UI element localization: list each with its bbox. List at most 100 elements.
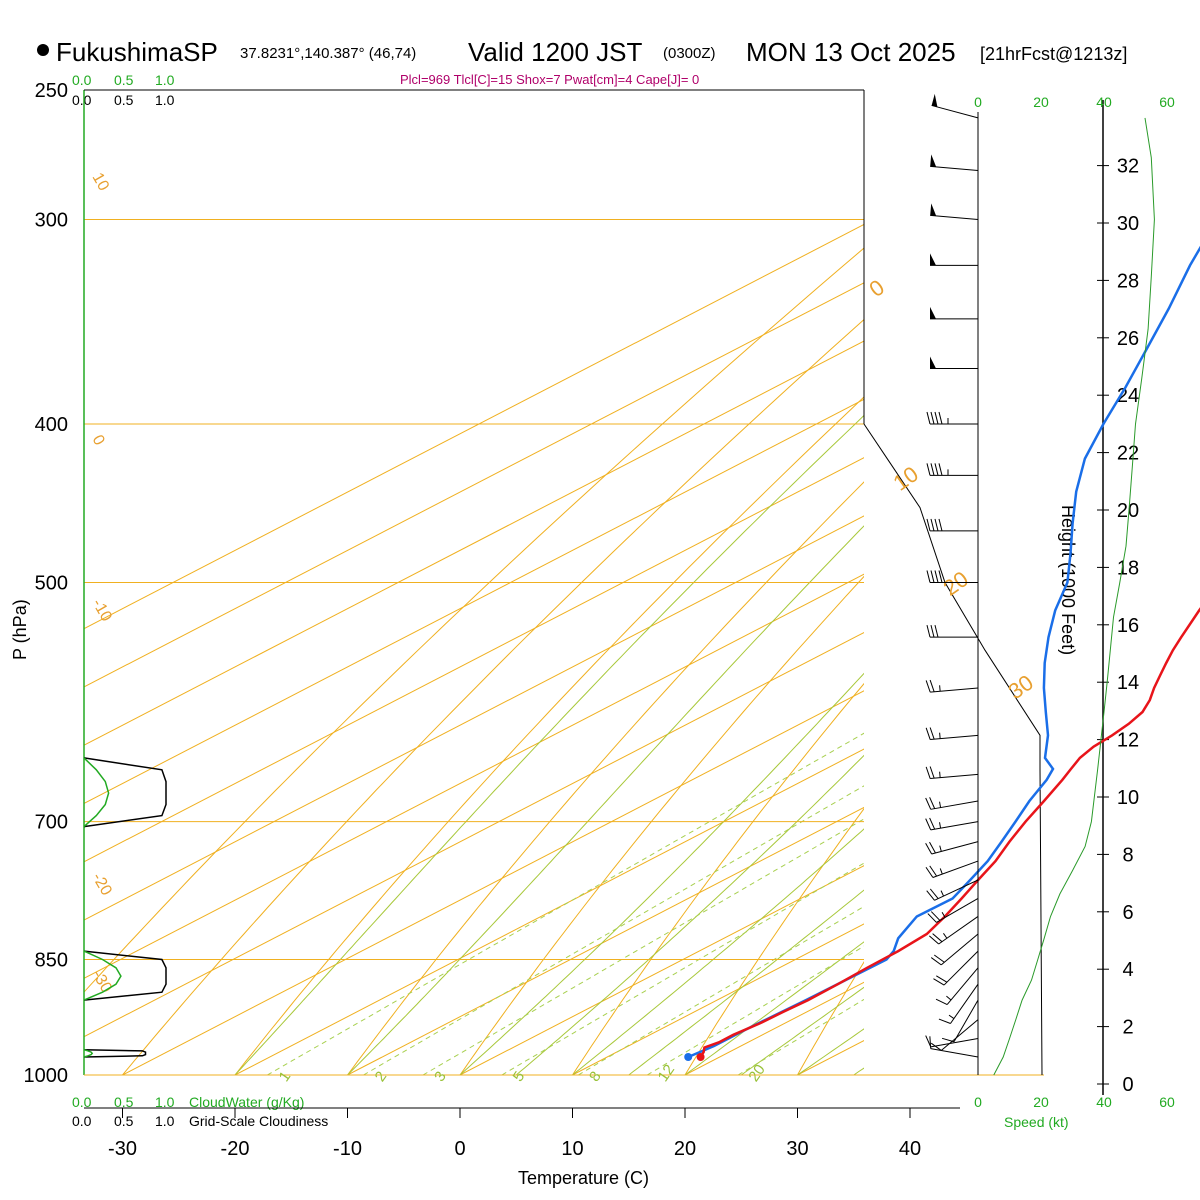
- wind-barb-feather: [929, 797, 936, 809]
- moist-adiabat-line: [572, 828, 864, 1075]
- station-name: FukushimaSP: [56, 37, 218, 67]
- speed-tick-label-bottom: 40: [1096, 1094, 1112, 1110]
- wind-barb-feather: [929, 679, 935, 692]
- wind-barb-feather: [929, 865, 938, 877]
- height-tick-label: 22: [1117, 443, 1139, 465]
- wind-barb-feather: [934, 625, 939, 638]
- x-axis-title: Temperature (C): [518, 1168, 649, 1188]
- cloudiness-tick-top: 0.0: [72, 92, 92, 108]
- mixing-ratio-line: [578, 905, 864, 1075]
- wind-barb-pennant: [930, 203, 937, 216]
- cloud-water-profile-line: [83, 757, 110, 828]
- height-tick-label: 0: [1122, 1074, 1133, 1096]
- wind-barb-pennant: [930, 306, 936, 319]
- wind-barb-half-feather: [943, 933, 948, 939]
- cloudiness-tick-bottom: 0.0: [72, 1113, 92, 1129]
- wind-barb: [926, 879, 979, 901]
- wind-barb-feather: [925, 866, 934, 878]
- valid-time: Valid 1200 JST: [468, 37, 643, 67]
- dry-adiabat-label: 20: [939, 566, 973, 601]
- wind-barb-shaft: [930, 214, 979, 221]
- height-tick-label: 26: [1117, 328, 1139, 350]
- wind-barb-half-feather: [946, 995, 952, 1001]
- speed-tick-label-top: 0: [974, 94, 982, 110]
- wind-barb-feather: [938, 463, 943, 476]
- wind-barb: [925, 1035, 979, 1048]
- cloud-panel: [83, 757, 167, 1058]
- wind-speed-profile-line: [993, 117, 1155, 1076]
- cloud-water-tick-bottom: 1.0: [155, 1094, 175, 1110]
- wind-barb: [930, 306, 978, 320]
- height-tick-label: 32: [1117, 156, 1139, 178]
- wind-barb-shaft: [930, 821, 979, 831]
- wind-barb-shaft: [938, 916, 979, 945]
- wind-barb: [925, 727, 979, 741]
- wind-barb-feather: [930, 411, 935, 425]
- wind-barb-shaft: [940, 1019, 979, 1051]
- stability-indices: Plcl=969 Tlcl[C]=15 Shox=7 Pwat[cm]=4 Ca…: [400, 72, 699, 87]
- wind-barb-shaft: [930, 773, 979, 780]
- cloudiness-tick-top: 1.0: [155, 92, 175, 108]
- cloud-water-tick-bottom: 0.5: [114, 1094, 134, 1110]
- cloudiness-profile-line: [83, 757, 167, 828]
- moist-adiabat-line: [628, 889, 864, 1075]
- isotherm-line: [122, 690, 864, 1075]
- wind-barb-feather: [930, 570, 935, 583]
- isotherm-label: -20: [89, 870, 115, 899]
- surface-dewpoint-marker: [684, 1053, 693, 1062]
- wind-barb: [929, 1036, 979, 1058]
- height-tick-label: 2: [1122, 1017, 1133, 1039]
- wind-barb-shaft: [943, 950, 979, 986]
- speed-tick-label-bottom: 20: [1033, 1094, 1049, 1110]
- dry-adiabat-line: [684, 807, 864, 1075]
- wind-barb: [925, 841, 979, 855]
- wind-barb-feather: [930, 518, 935, 532]
- cloud-scale-bottom: 0.0 0.5 1.0 CloudWater (g/Kg) 0.0 0.5 1.…: [72, 1094, 328, 1129]
- isotherm-label: 0: [89, 432, 108, 448]
- cloudiness-profile-line: [83, 1048, 147, 1058]
- mixing-ratio-label: 12: [655, 1061, 678, 1084]
- wind-barb: [926, 463, 978, 476]
- wind-barb-shaft: [930, 1038, 979, 1048]
- wind-barb: [927, 898, 979, 923]
- wind-barb-feather: [929, 727, 935, 740]
- cloudiness-tick-bottom: 1.0: [155, 1113, 175, 1129]
- wind-barb-feather: [926, 625, 931, 638]
- dry-adiabat-line: [797, 961, 864, 1075]
- wind-barb-shaft: [953, 999, 979, 1042]
- wind-barb-feather: [925, 766, 931, 779]
- isotherm-label: -10: [89, 596, 115, 625]
- wind-barb-feather: [938, 411, 943, 425]
- wind-barb-feather: [930, 625, 935, 638]
- dry-adiabat-label: 0: [865, 275, 889, 303]
- speed-tick-label-top: 60: [1159, 94, 1175, 110]
- valid-zulu: (0300Z): [663, 45, 716, 62]
- wind-barb-feather: [935, 998, 948, 1006]
- wind-barb-feather: [926, 518, 931, 532]
- mixing-ratio-label: 2: [372, 1068, 391, 1085]
- x-tick-label: 30: [786, 1138, 808, 1160]
- wind-barb-feather: [926, 411, 931, 425]
- wind-barb: [930, 154, 979, 172]
- wind-barb-feather: [930, 463, 935, 476]
- dry-adiabat-label: 30: [1004, 670, 1038, 705]
- x-tick-label: 40: [899, 1138, 921, 1160]
- wind-barb-half-feather: [939, 822, 942, 829]
- wind-barb-feather: [926, 463, 931, 476]
- pressure-tick-label: 850: [35, 950, 68, 972]
- height-tick-label: 6: [1122, 902, 1133, 924]
- wind-barb-feather: [926, 570, 931, 583]
- wind-barb-feather: [929, 766, 935, 779]
- height-tick-label: 30: [1117, 213, 1139, 235]
- wind-barb-feather: [929, 888, 939, 899]
- wind-barb-shaft: [930, 687, 979, 693]
- wind-barb-pennant: [930, 253, 936, 266]
- pressure-tick-label: 250: [35, 80, 68, 102]
- x-tick-label: 20: [674, 1138, 696, 1160]
- wind-barb-half-feather: [940, 890, 945, 897]
- moist-adiabat-line: [515, 754, 864, 1075]
- mixing-ratio-label: 3: [431, 1068, 450, 1085]
- wind-barb-shaft: [946, 967, 979, 1005]
- wind-barb-shaft: [950, 983, 979, 1024]
- wind-barb-feather: [938, 1018, 951, 1024]
